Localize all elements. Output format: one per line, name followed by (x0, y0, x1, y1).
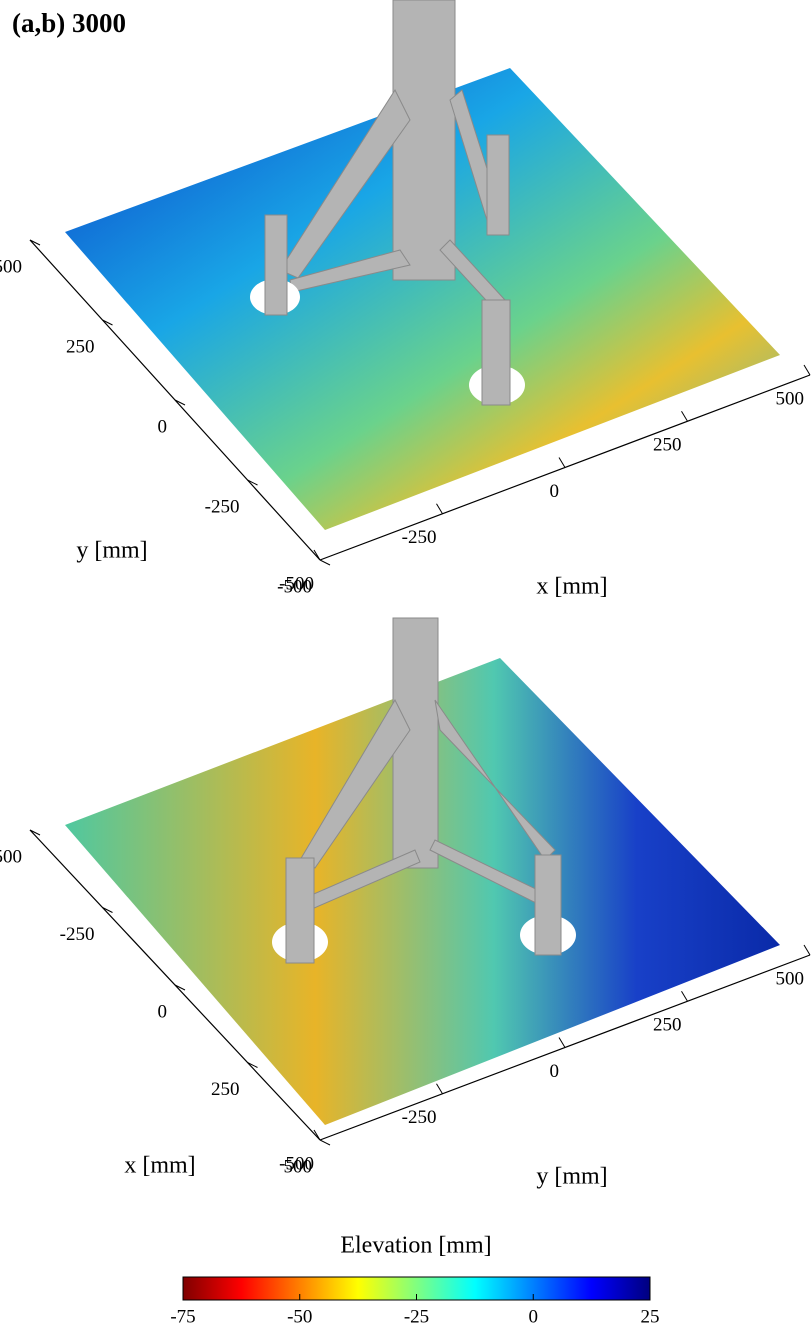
colorbar-tick-label: 0 (529, 1306, 539, 1327)
colorbar-tick-label: -25 (404, 1306, 429, 1327)
tick-mark (320, 560, 330, 565)
tick-mark (248, 1063, 258, 1068)
tick-mark (103, 908, 113, 913)
tick-mark (804, 365, 810, 375)
tick-label: -250 (60, 924, 95, 945)
tick-label: 500 (776, 388, 805, 409)
axis-label: y [mm] (536, 1164, 607, 1190)
tick-label: 0 (158, 416, 168, 437)
tick-label: 250 (66, 336, 95, 357)
tick-mark (175, 985, 185, 990)
colorbar-tick-label: 25 (641, 1306, 660, 1327)
tick-label: -500 (279, 1153, 314, 1174)
figure: (a,b) 3000 Elevation [mm] 5002500-250-50… (0, 0, 812, 1333)
tick-label: 250 (653, 435, 682, 456)
axis-label: x [mm] (124, 1153, 195, 1179)
tick-label: -250 (205, 496, 240, 517)
tick-label: -500 (279, 573, 314, 594)
tick-mark (437, 1084, 443, 1094)
tick-label: 500 (776, 968, 805, 989)
tick-mark (682, 991, 688, 1001)
tick-label: 0 (550, 1061, 560, 1082)
tick-label: -500 (0, 846, 22, 867)
axis-label: x [mm] (536, 574, 607, 600)
tick-label: -250 (402, 527, 437, 548)
figure-title: (a,b) 3000 (12, 8, 126, 38)
tick-mark (559, 1038, 565, 1048)
colorbar-tick-label: -50 (287, 1306, 312, 1327)
tick-label: 500 (0, 256, 22, 277)
colorbar-tick-label: -75 (170, 1306, 195, 1327)
tick-mark (559, 458, 565, 468)
tick-label: 250 (211, 1079, 240, 1100)
axis-label: y [mm] (76, 538, 147, 564)
tick-label: 250 (653, 1015, 682, 1036)
tick-mark (682, 411, 688, 421)
tick-label: -250 (402, 1107, 437, 1128)
colorbar-label: Elevation [mm] (340, 1233, 491, 1259)
tick-label: 0 (158, 1001, 168, 1022)
tick-mark (30, 830, 40, 835)
tick-mark (437, 504, 443, 514)
tick-mark (804, 945, 810, 955)
tick-mark (320, 1140, 330, 1145)
tick-label: 0 (550, 481, 560, 502)
